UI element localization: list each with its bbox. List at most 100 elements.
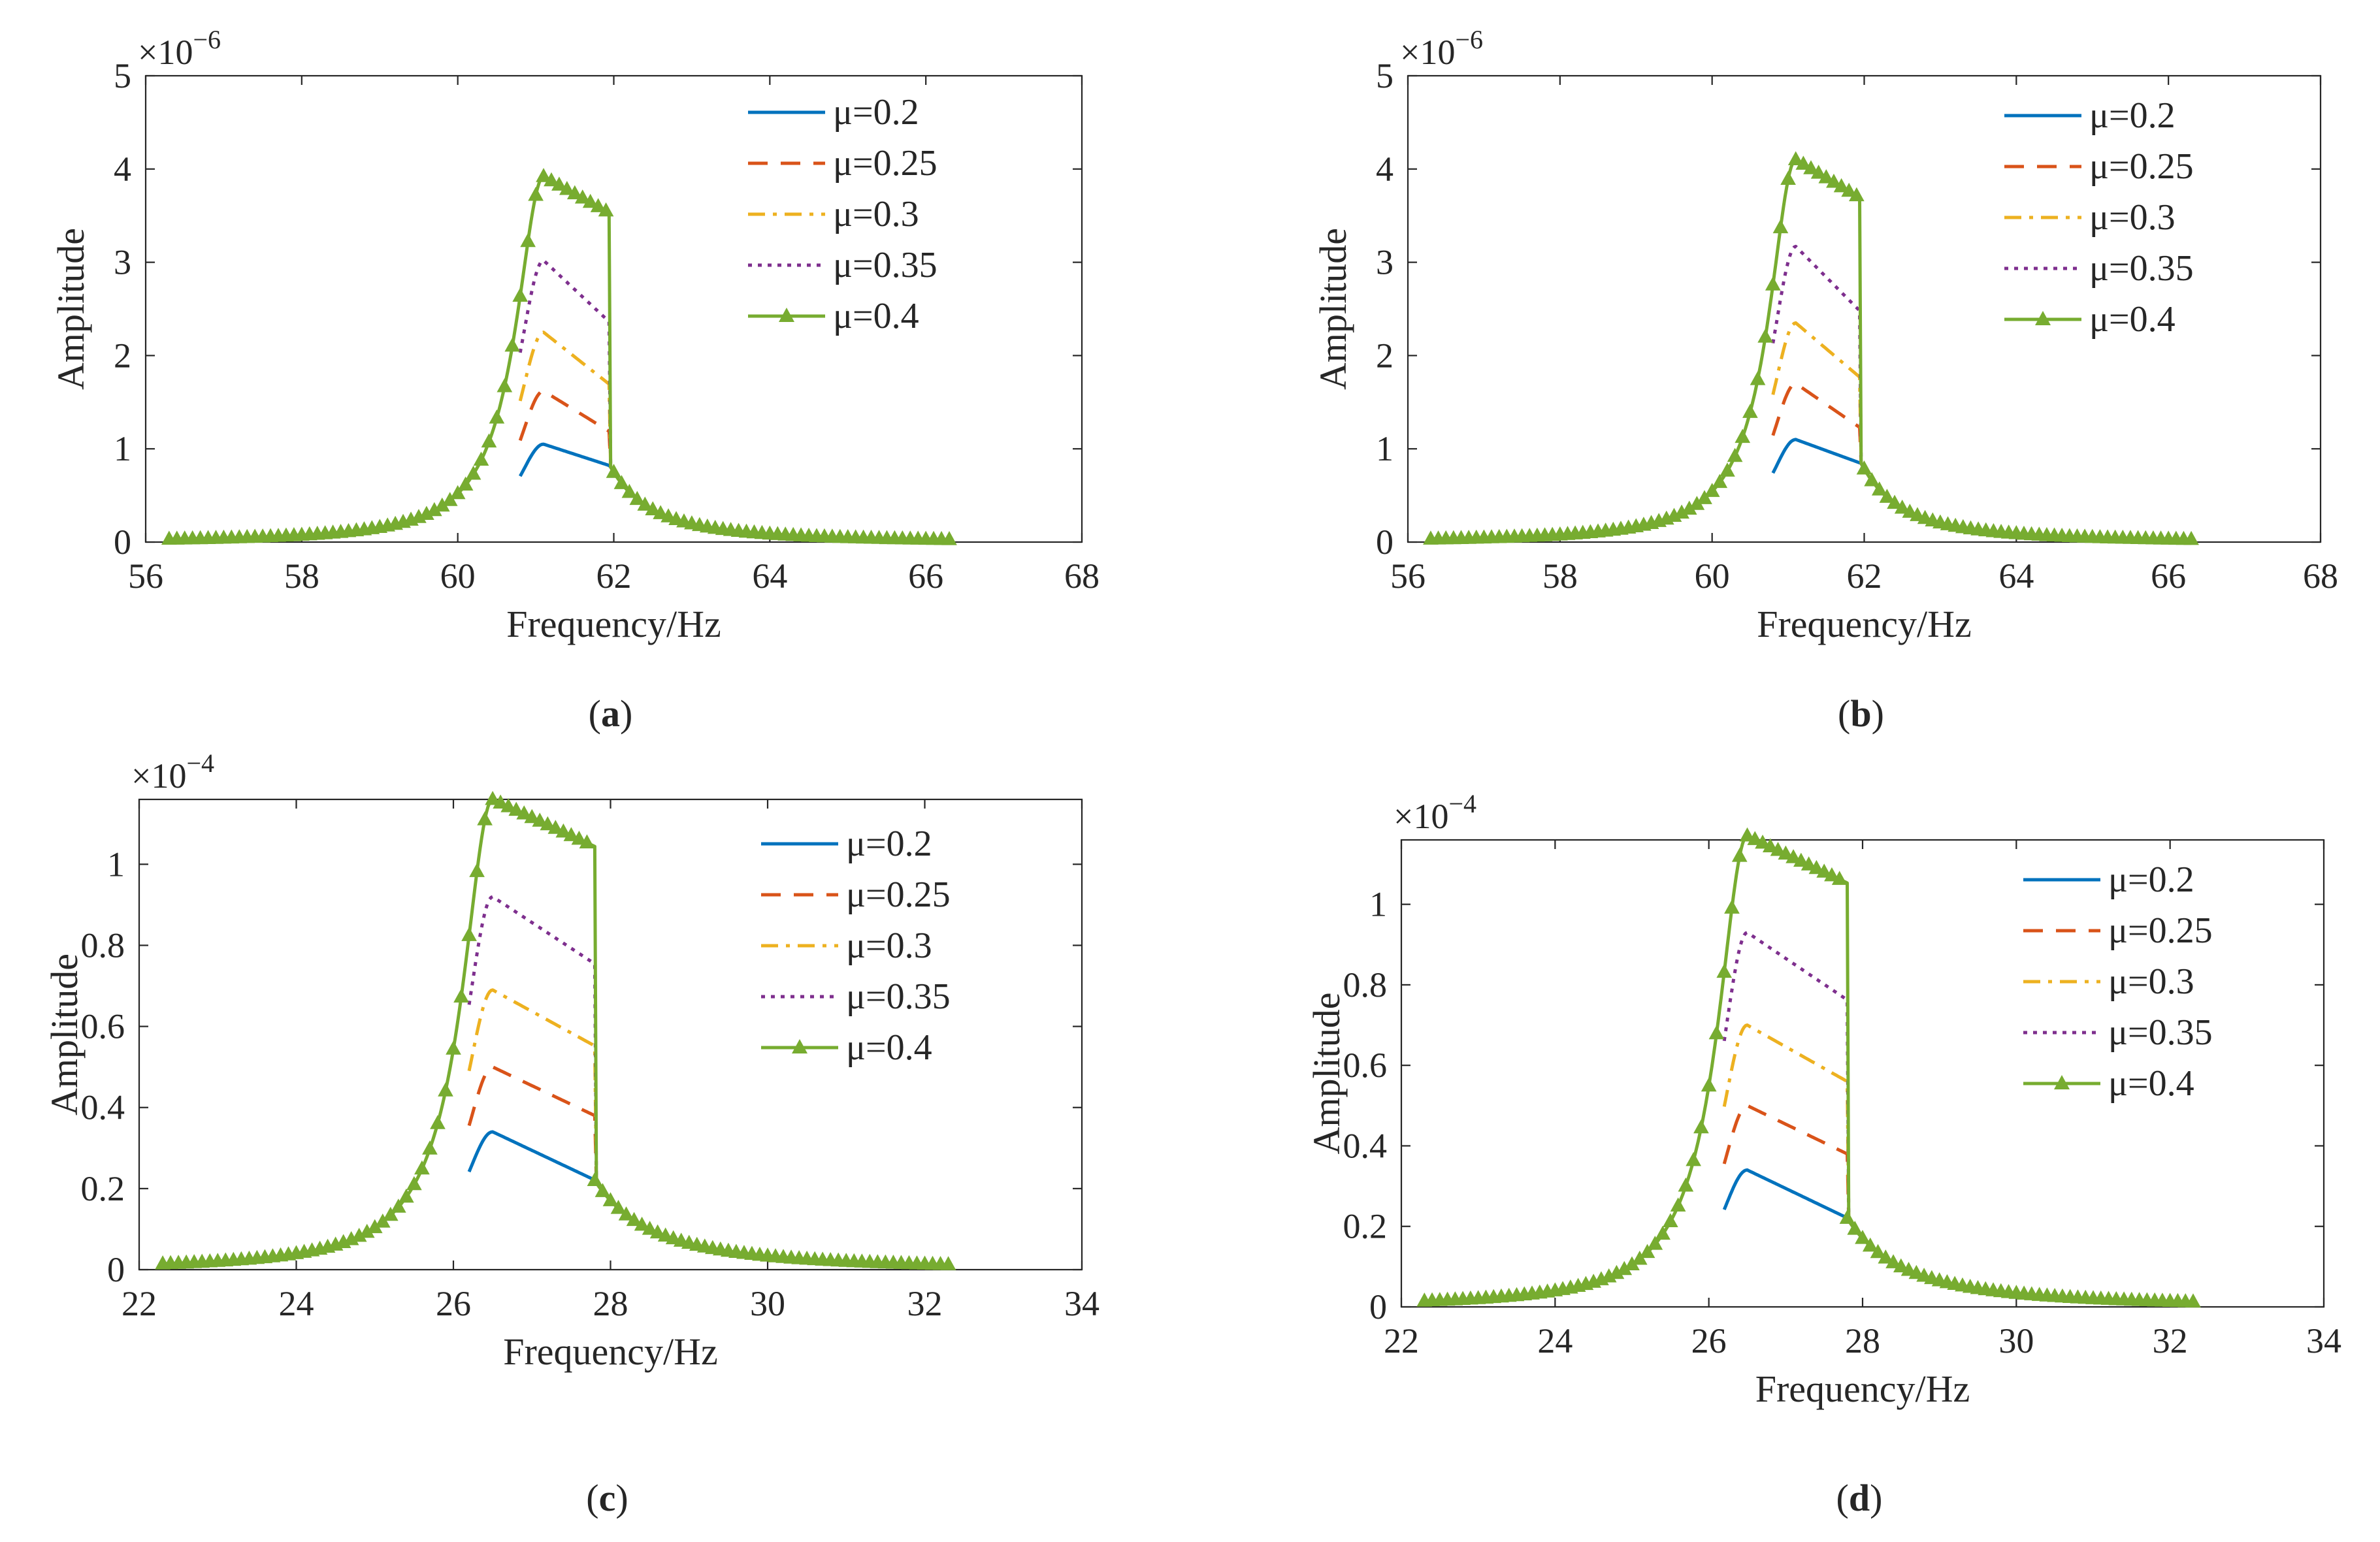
series-marker [1731,848,1748,862]
series-marker [547,820,564,834]
x-tick-label: 22 [1384,1321,1419,1360]
chart-panel-a: 56 58 60 62 64 66 68 0 1 2 3 4 5×10−6 Frequency/Hz Amp… [50,25,1100,735]
series-marker [657,1227,674,1242]
series-marker [1757,329,1774,343]
x-tick-label: 34 [1064,1284,1100,1323]
y-tick-label: 5 [114,56,131,95]
series-marker [551,176,567,191]
panel-label: (c) [586,1477,628,1519]
series-marker [1793,852,1809,867]
x-tick-label: 32 [907,1284,943,1323]
series-marker [1742,404,1758,418]
legend-label: μ=0.2 [2089,95,2176,136]
legend-label: μ=0.25 [833,143,937,184]
series-marker [520,233,536,248]
legend-marker [779,308,794,322]
y-axis-label: Amplitude [43,954,86,1116]
legend-label: μ=0.3 [2108,961,2194,1002]
y-tick-label: 0.6 [1343,1046,1388,1085]
series-line-0 [1771,438,1869,475]
series-marker [500,798,517,812]
series-marker [1727,447,1743,462]
y-tick-label: 3 [1376,243,1394,282]
y-tick-label: 1 [114,429,131,468]
series-marker [481,433,497,448]
series-marker [457,476,474,491]
series-marker [453,988,469,1003]
series-marker [1894,500,1910,514]
series-line-0 [519,442,619,478]
y-exponent-label: ×10−4 [1394,789,1476,836]
legend-label: μ=0.25 [2089,146,2194,187]
x-tick-label: 66 [2151,556,2186,596]
series-line-2 [1722,1023,1857,1230]
series-line-2 [518,330,619,478]
series-marker [1862,1237,1878,1252]
series-marker [598,202,614,217]
series-marker [465,465,481,480]
series-marker [540,816,556,831]
x-tick-label: 26 [436,1284,471,1323]
legend-label: μ=0.25 [846,875,951,915]
series-marker [649,1224,666,1239]
series-marker [536,168,551,182]
series-marker [2183,530,2199,545]
x-tick-label: 22 [122,1284,157,1323]
series-marker [1704,483,1720,497]
y-tick-label: 0.4 [1343,1126,1388,1165]
legend: μ=0.2 μ=0.25 μ=0.3 μ=0.35 μ=0.4 [761,824,951,1068]
legend-label: μ=0.4 [2089,299,2176,340]
series-line-3 [518,259,619,478]
legend-marker [792,1039,807,1053]
legend-marker [2035,311,2051,325]
series-marker [1670,1197,1686,1212]
series-marker [1826,173,1842,188]
x-tick-label: 58 [284,556,319,596]
x-axis-label: Frequency/Hz [1757,603,1972,645]
series-marker [493,794,508,809]
series-line-1 [518,389,619,478]
x-tick-label: 58 [1542,556,1578,596]
series-marker [571,830,587,845]
legend-label: μ=0.35 [2089,248,2194,289]
series-marker [1902,504,1918,518]
series-marker [399,1188,414,1203]
legend-label: μ=0.4 [846,1027,932,1068]
series-marker [1739,827,1755,842]
x-tick-label: 32 [2153,1321,2188,1360]
x-tick-label: 60 [1695,556,1730,596]
series-marker [485,790,500,805]
series-marker [1818,169,1834,184]
series-marker [1787,151,1804,166]
chart-panel-d: 22 24 26 28 30 32 34 0 0.2 0.4 0.6 0.8 1 ×10−4 Frequen… [1305,789,2341,1519]
y-tick-label: 3 [114,243,131,282]
series-marker [613,475,630,489]
y-tick-label: 5 [1376,56,1394,95]
y-exponent-label: ×10−6 [138,25,221,72]
series-marker [504,337,521,352]
series-marker [1847,1221,1863,1235]
series-marker [1697,490,1712,504]
y-axis-label: Amplitude [1312,228,1354,390]
series-marker [1708,1025,1725,1040]
series-marker [653,505,668,519]
x-tick-label: 62 [596,556,632,596]
legend-marker [2054,1075,2070,1089]
series-marker [634,1216,650,1231]
series-marker [1801,856,1817,871]
x-tick-label: 30 [1998,1321,2034,1360]
legend-label: μ=0.2 [846,824,932,864]
y-tick-label: 2 [114,336,131,375]
series-line-2 [1771,321,1869,475]
series-marker [512,287,529,302]
x-tick-label: 66 [908,556,943,596]
series-marker [446,1040,461,1055]
x-tick-label: 56 [1390,556,1426,596]
x-tick-label: 28 [1845,1321,1880,1360]
series-line-2 [467,988,604,1193]
panel-label: (d) [1836,1477,1883,1519]
y-exponent-label: ×10−6 [1400,25,1483,72]
series-marker [1900,1262,1917,1276]
series-marker [566,185,583,200]
